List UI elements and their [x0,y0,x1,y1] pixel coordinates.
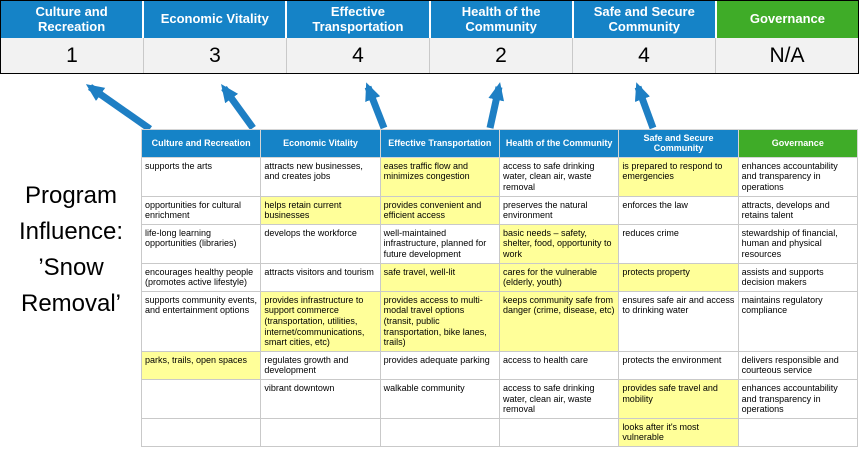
band-header-3: Health of the Community [430,1,574,38]
matrix-cell-6-0 [140,379,262,419]
matrix-cell-7-1 [260,417,381,448]
band-score-2: 4 [287,38,430,73]
matrix-cell-1-4: enforces the law [618,195,739,225]
influence-arrow-3 [364,82,388,130]
matrix-row-1: opportunities for cultural enrichment hel… [140,195,859,225]
matrix-header-1: Economic Vitality [260,129,381,158]
band-header-row: Culture and Recreation Economic Vitality E… [1,1,859,38]
matrix-cell-4-2: provides access to multi-modal travel op… [379,290,500,352]
matrix-cell-4-4: ensures safe air and access to drinking … [618,290,739,352]
band-score-1: 3 [144,38,287,73]
matrix-header-5: Governance [737,129,859,158]
matrix-cell-0-5: enhances accountability and transparency… [737,156,859,197]
matrix-header-2: Effective Transportation [379,129,500,158]
matrix-cell-3-4: protects property [618,262,739,292]
band-header-1: Economic Vitality [144,1,288,38]
scoreboard-band: Culture and Recreation Economic Vitality E… [0,0,859,74]
matrix-cell-4-0: supports community events, and entertain… [140,290,262,352]
influence-arrow-4 [486,82,505,129]
matrix-cell-1-1: helps retain current businesses [260,195,381,225]
matrix-cell-1-2: provides convenient and efficient access [379,195,500,225]
band-header-2: Effective Transportation [287,1,431,38]
matrix-row-5: parks, trails, open spaces regulates grow… [140,350,859,381]
matrix-cell-0-1: attracts new businesses, and creates job… [260,156,381,197]
band-score-4: 4 [573,38,716,73]
matrix-cell-0-2: eases traffic flow and minimizes congest… [379,156,500,197]
matrix-row-2: life-long learning opportunities (librar… [140,223,859,264]
matrix-body: supports the arts attracts new businesses… [140,156,859,448]
matrix-cell-7-2 [379,417,500,448]
matrix-header-3: Health of the Community [498,129,620,158]
matrix-cell-4-3: keeps community safe from danger (crime,… [498,290,620,352]
matrix-row-4: supports community events, and entertain… [140,290,859,352]
band-score-5: N/A [716,38,858,73]
influence-arrow-1 [85,84,153,132]
matrix-header-row: Culture and Recreation Economic Vitality E… [140,129,859,158]
matrix-cell-3-0: encourages healthy people (promotes acti… [140,262,262,292]
matrix-cell-7-3 [498,417,620,448]
matrix-row-3: encourages healthy people (promotes acti… [140,262,859,292]
influence-arrow-2 [221,83,256,131]
matrix-cell-1-3: preserves the natural environment [498,195,620,225]
band-header-4: Safe and Secure Community [573,1,717,38]
matrix-cell-3-3: cares for the vulnerable (elderly, youth… [498,262,620,292]
matrix-cell-0-0: supports the arts [140,156,262,197]
matrix-cell-6-3: access to safe drinking water, clean air… [498,379,620,419]
band-header-5: Governance [716,1,859,38]
matrix-cell-6-1: vibrant downtown [260,379,381,419]
matrix-cell-2-4: reduces crime [618,223,739,264]
matrix-cell-7-5 [737,417,859,448]
matrix-cell-2-1: develops the workforce [260,223,381,264]
band-score-0: 1 [1,38,144,73]
matrix-row-0: supports the arts attracts new businesses… [140,156,859,197]
matrix-cell-6-2: walkable community [379,379,500,419]
influence-arrows [85,82,657,132]
matrix-cell-7-0 [140,417,262,448]
matrix-cell-4-1: provides infrastructure to support comme… [260,290,381,352]
matrix-cell-0-3: access to safe drinking water, clean air… [498,156,620,197]
band-header-0: Culture and Recreation [1,1,145,38]
matrix-cell-2-0: life-long learning opportunities (librar… [140,223,262,264]
matrix-cell-7-4: looks after it's most vulnerable [618,417,739,448]
matrix-cell-3-2: safe travel, well-lit [379,262,500,292]
matrix-cell-2-5: stewardship of financial, human and phys… [737,223,859,264]
matrix-cell-5-0: parks, trails, open spaces [140,350,262,381]
band-score-row: 1 3 4 2 4 N/A [1,38,858,73]
matrix-cell-2-2: well-maintained infrastructure, planned … [379,223,500,264]
influence-arrow-5 [634,82,657,130]
matrix-cell-5-4: protects the environment [618,350,739,381]
matrix-cell-1-5: attracts, develops and retains talent [737,195,859,225]
matrix-row-7: looks after it's most vulnerable [140,417,859,448]
matrix-cell-5-1: regulates growth and development [260,350,381,381]
band-score-3: 2 [430,38,573,73]
matrix-header-4: Safe and Secure Community [618,129,739,158]
matrix-header-0: Culture and Recreation [140,129,262,158]
matrix-cell-1-0: opportunities for cultural enrichment [140,195,262,225]
matrix-cell-5-3: access to health care [498,350,620,381]
matrix-cell-4-5: maintains regulatory compliance [737,290,859,352]
program-influence-label: Program Influence: ’Snow Removal’ [18,182,124,317]
matrix-cell-5-2: provides adequate parking [379,350,500,381]
matrix-cell-6-5: enhances accountability and transparency… [737,379,859,419]
matrix-cell-3-1: attracts visitors and tourism [260,262,381,292]
matrix-cell-2-3: basic needs – safety, shelter, food, opp… [498,223,620,264]
matrix-row-6: vibrant downtown walkable community access… [140,379,859,419]
matrix-cell-5-5: delivers responsible and courteous servi… [737,350,859,381]
influence-matrix: Culture and Recreation Economic Vitality E… [140,129,859,448]
matrix-cell-6-4: provides safe travel and mobility [618,379,739,419]
matrix-cell-3-5: assists and supports decision makers [737,262,859,292]
matrix-cell-0-4: is prepared to respond to emergencies [618,156,739,197]
